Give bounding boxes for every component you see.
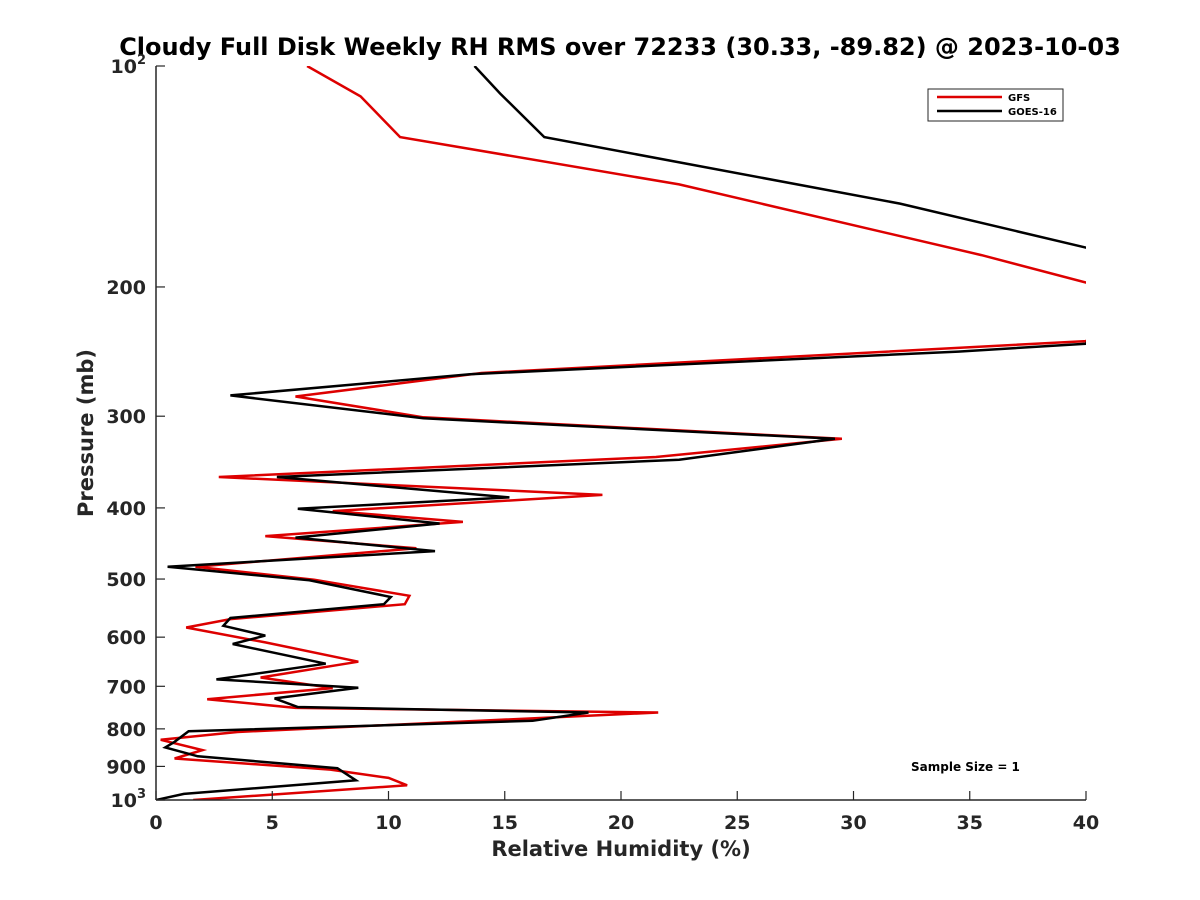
legend: GFS GOES-16 [927, 88, 1064, 122]
series-layer [156, 66, 1086, 800]
chart-title: Cloudy Full Disk Weekly RH RMS over 7223… [119, 33, 1121, 61]
series-line-gfs [160, 66, 1086, 800]
x-tick-label: 35 [957, 812, 983, 834]
y-tick-label: 400 [106, 498, 146, 520]
y-tick-label: 800 [106, 719, 146, 741]
sample-size-annotation: Sample Size = 1 [911, 760, 1020, 774]
y-tick-label: 102 [111, 53, 147, 78]
legend-label-gfs: GFS [1008, 93, 1030, 104]
legend-box [927, 88, 1064, 122]
series-line-goes-16 [156, 66, 1086, 800]
legend-label-goes-16: GOES-16 [1008, 107, 1057, 118]
y-tick-label: 200 [106, 277, 146, 299]
y-tick-label: 600 [106, 627, 146, 649]
x-tick-label: 25 [724, 812, 750, 834]
x-tick-label: 5 [266, 812, 279, 834]
axes-layer: 0 5 10 15 20 25 30 35 40 102 200 300 400 500 600 700 800… [106, 53, 1099, 834]
x-tick-label: 40 [1073, 812, 1099, 834]
y-tick-label: 300 [106, 406, 146, 428]
x-tick-label: 10 [375, 812, 401, 834]
x-tick-label: 20 [608, 812, 634, 834]
x-tick-label: 0 [149, 812, 162, 834]
x-tick-label: 15 [492, 812, 518, 834]
x-tick-label: 30 [840, 812, 866, 834]
y-tick-label: 103 [111, 787, 147, 812]
y-tick-label: 700 [106, 676, 146, 698]
y-tick-label: 500 [106, 569, 146, 591]
x-axis-label: Relative Humidity (%) [491, 837, 750, 861]
y-axis-label: Pressure (mb) [74, 349, 98, 517]
y-tick-label: 900 [106, 756, 146, 778]
